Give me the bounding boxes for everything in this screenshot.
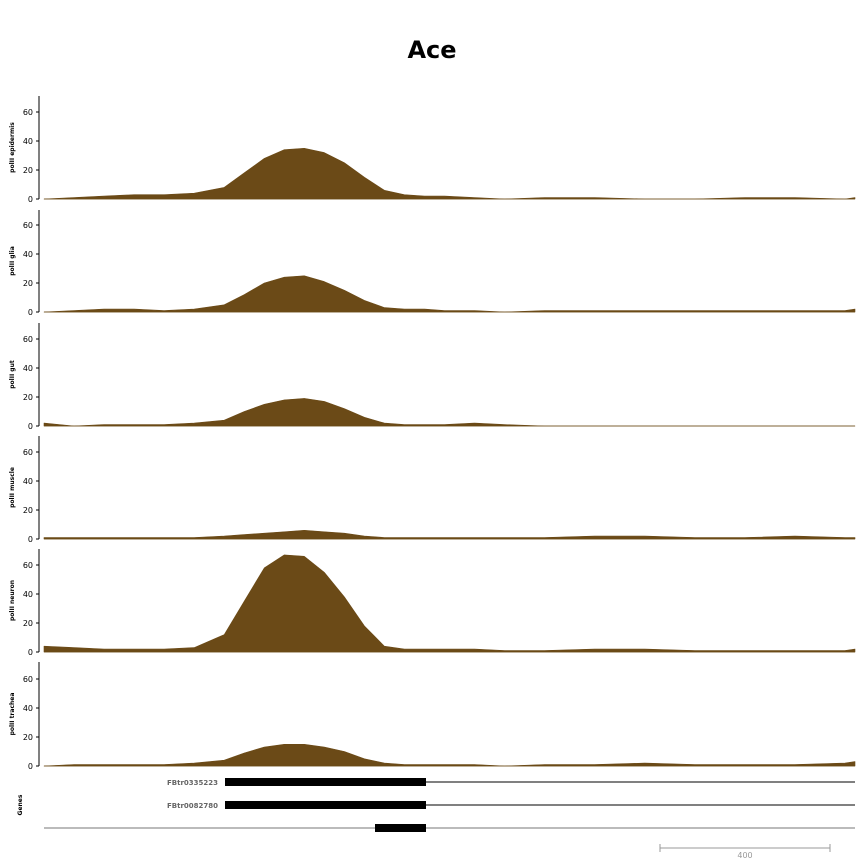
track-label: polII muscle [9,467,16,508]
y-tick-label: 60 [23,108,33,117]
y-tick-label: 20 [23,279,33,288]
transcript-label: FBtr0335223 [167,779,218,787]
y-tick-label: 0 [28,648,33,657]
track-2: 0 20 40 60 polII glia [9,210,856,317]
y-tick-label: 20 [23,733,33,742]
coverage-area [43,275,856,313]
transcript-label: FBtr0082780 [167,802,218,810]
y-tick-label: 0 [28,535,33,544]
y-tick-label: 0 [28,422,33,431]
y-tick-label: 60 [23,561,33,570]
y-tick-label: 60 [23,675,33,684]
track-label: polII trachea [9,693,16,736]
track-5: 0 20 40 60 polII neuron [9,549,856,657]
genes-track: Genes FBtr0335223 FBtr0082780 [17,778,855,832]
coverage-area [43,398,856,427]
y-tick-label: 20 [23,506,33,515]
track-label: polII epidermis [9,122,16,173]
transcript-2: FBtr0082780 [167,801,855,810]
y-tick-label: 60 [23,448,33,457]
y-tick-label: 0 [28,195,33,204]
track-3: 0 20 40 60 polII gut [9,323,856,431]
transcript-1: FBtr0335223 [167,778,855,787]
transcript-exon [225,778,426,786]
track-6: 0 20 40 60 polII trachea [9,662,856,771]
coverage-area [43,530,856,540]
scale-bar: 400 [659,844,831,860]
y-tick-label: 40 [23,590,33,599]
coverage-area [43,554,856,653]
track-label: polII neuron [9,580,16,621]
y-tick-label: 40 [23,364,33,373]
track-1: 0 20 40 60 polII epidermis [9,96,856,204]
genes-track-label: Genes [17,794,24,815]
y-tick-label: 40 [23,704,33,713]
transcript-3 [44,824,855,832]
track-label: polII glia [9,246,16,275]
transcript-exon [375,824,426,832]
track-label: polII gut [9,360,16,389]
y-tick-label: 20 [23,619,33,628]
y-tick-label: 20 [23,166,33,175]
transcript-exon [225,801,426,809]
y-tick-label: 0 [28,308,33,317]
y-tick-label: 40 [23,137,33,146]
y-tick-label: 20 [23,393,33,402]
y-tick-label: 60 [23,335,33,344]
y-tick-label: 40 [23,250,33,259]
track-4: 0 20 40 60 polII muscle [9,436,856,544]
coverage-area [43,744,856,767]
coverage-area [43,148,856,200]
y-tick-label: 40 [23,477,33,486]
y-tick-label: 60 [23,221,33,230]
chart-title: Ace [407,36,456,64]
y-tick-label: 0 [28,762,33,771]
scale-bar-label: 400 [737,851,752,860]
